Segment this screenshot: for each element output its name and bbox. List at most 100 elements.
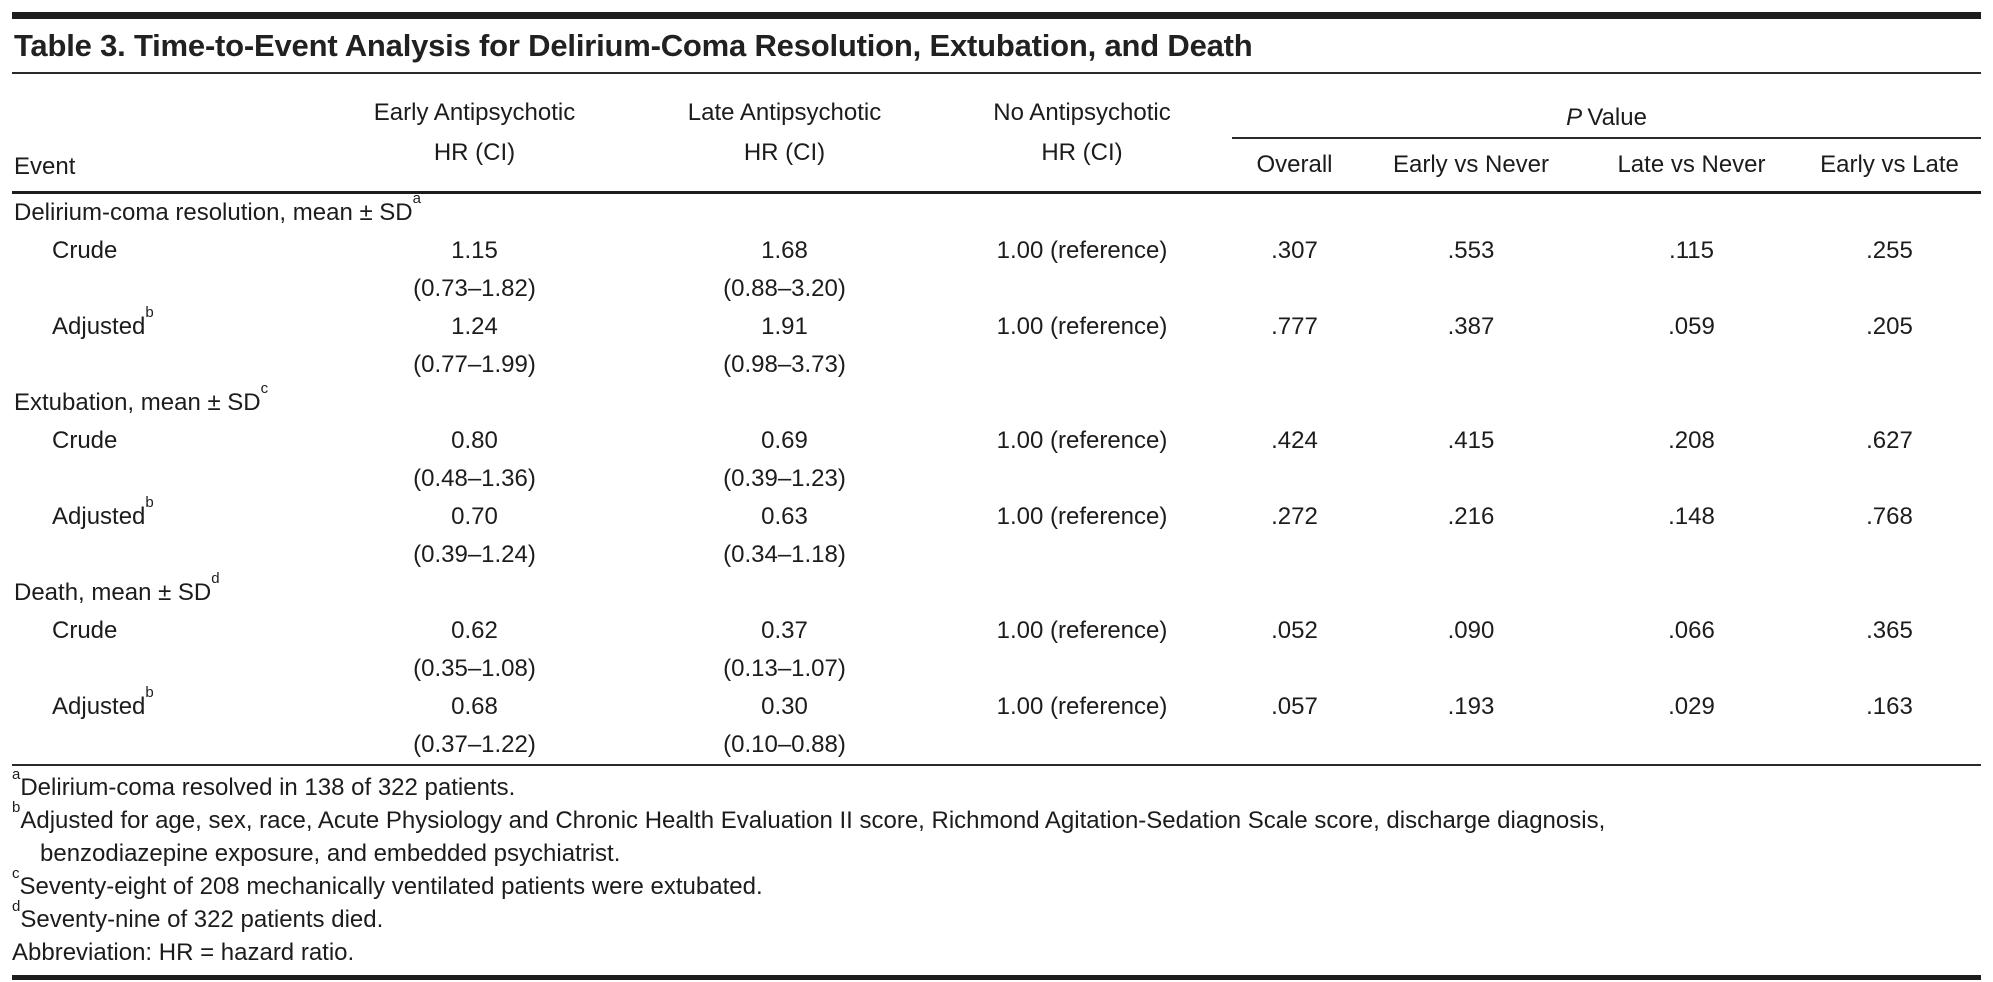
table-row-ci: (0.73–1.82) (0.88–3.20) (12, 270, 1981, 308)
footnote-b-line1: bAdjusted for age, sex, race, Acute Phys… (12, 800, 1981, 837)
abbreviation-note: Abbreviation: HR = hazard ratio. (12, 939, 355, 966)
p-late-vs-never: .148 (1668, 503, 1715, 530)
p-late-vs-never: .208 (1668, 427, 1715, 454)
table-body: Delirium-coma resolution, mean ± SDa Cru… (12, 189, 1981, 765)
ci-empty (1232, 346, 1981, 384)
footnote-marker: d (12, 898, 21, 916)
hr-early: 0.68 (451, 693, 498, 720)
section-label-text: Delirium-coma resolution, mean ± SD (14, 199, 413, 226)
table-row-ci: (0.77–1.99) (0.98–3.73) (12, 346, 1981, 384)
col-header-overall: Overall (1232, 138, 1357, 194)
ci-no (932, 650, 1232, 688)
row-label: Adjustedb (12, 305, 312, 346)
hr-early: 0.70 (451, 503, 498, 530)
row-label: Crude (12, 612, 312, 650)
section-label: Extubation, mean ± SDc (12, 381, 1981, 422)
ci-spacer (12, 346, 312, 384)
ci-empty (1232, 270, 1981, 308)
hr-late: 0.30 (761, 693, 808, 720)
p-early-vs-late: .768 (1866, 503, 1913, 530)
footnote-text: Seventy-eight of 208 mechanically ventil… (19, 873, 763, 900)
row-footnote-marker: b (145, 493, 154, 511)
section-label: Death, mean ± SDd (12, 571, 1981, 612)
table-row-adjusted: Adjustedb 1.24 1.91 1.00 (reference) .77… (12, 305, 1981, 346)
table-header: Event Early Antipsychotic HR (CI) Late A… (12, 74, 1982, 194)
footnote-marker: c (12, 865, 20, 883)
ci-late: (0.10–0.88) (723, 731, 846, 758)
p-early-vs-never: .193 (1447, 693, 1495, 720)
hr-early: 0.62 (451, 617, 498, 644)
footnote-d: dSeventy-nine of 322 patients died. (12, 899, 1981, 936)
footnotes: aDelirium-coma resolved in 138 of 322 pa… (12, 766, 1981, 969)
ci-no (932, 270, 1232, 308)
col-header-late-antipsychotic: Late Antipsychotic HR (CI) (637, 74, 932, 194)
hr-no: 1.00 (reference) (996, 617, 1168, 644)
hr-no: 1.00 (reference) (996, 503, 1168, 530)
bottom-rule (12, 975, 1981, 980)
section-row-delirium: Delirium-coma resolution, mean ± SDa (12, 189, 1981, 233)
p-late-vs-never: .059 (1668, 313, 1715, 340)
p-late-vs-never: .066 (1668, 617, 1715, 644)
p-late-vs-never: .029 (1668, 693, 1715, 720)
ci-spacer (12, 650, 312, 688)
col-header-early-vs-late: Early vs Late (1798, 138, 1982, 194)
hr-early: 1.24 (451, 313, 498, 340)
row-footnote-marker: b (145, 683, 154, 701)
footnote-marker: a (12, 766, 21, 784)
hr-no: 1.00 (reference) (996, 237, 1168, 264)
p-early-vs-never: .216 (1447, 503, 1495, 530)
table-row-adjusted: Adjustedb 0.70 0.63 1.00 (reference) .27… (12, 495, 1981, 536)
p-overall: .057 (1271, 693, 1318, 720)
p-early-vs-late: .365 (1866, 617, 1913, 644)
col-header-early-line1: Early Antipsychotic (373, 98, 576, 126)
section-row-extubation: Extubation, mean ± SDc (12, 381, 1981, 422)
p-early-vs-never: .553 (1447, 237, 1495, 264)
ci-no (932, 726, 1232, 764)
p-overall: .307 (1271, 237, 1318, 264)
section-row-death: Death, mean ± SDd (12, 571, 1981, 612)
table-row-ci: (0.39–1.24) (0.34–1.18) (12, 536, 1981, 574)
section-label-text: Death, mean ± SD (14, 579, 212, 606)
col-header-late-line2: HR (CI) (743, 138, 826, 166)
hr-early: 0.80 (451, 427, 498, 454)
col-header-no-line1: No Antipsychotic (993, 98, 1171, 126)
p-overall: .424 (1271, 427, 1318, 454)
ci-empty (1232, 726, 1981, 764)
p-late-vs-never: .115 (1669, 237, 1714, 264)
ci-early: (0.73–1.82) (413, 275, 536, 302)
footnote-marker: b (12, 799, 21, 817)
p-overall: .272 (1271, 503, 1318, 530)
col-header-early-vs-never: Early vs Never (1357, 138, 1585, 194)
footnote-rule (12, 764, 1981, 766)
table-row-ci: (0.48–1.36) (0.39–1.23) (12, 460, 1981, 498)
section-footnote-marker: c (260, 379, 269, 397)
row-footnote-marker: b (145, 303, 154, 321)
table-row-crude: Crude 0.80 0.69 1.00 (reference) .424 .4… (12, 422, 1981, 460)
section-footnote-marker: a (412, 189, 421, 207)
row-label-text: Crude (52, 237, 118, 264)
ci-early: (0.35–1.08) (413, 655, 536, 682)
table-row-adjusted: Adjustedb 0.68 0.30 1.00 (reference) .05… (12, 685, 1981, 726)
table-row-crude: Crude 0.62 0.37 1.00 (reference) .052 .0… (12, 612, 1981, 650)
p-early-vs-late: .255 (1866, 237, 1913, 264)
footnote-text: Seventy-nine of 322 patients died. (20, 906, 384, 933)
ci-no (932, 536, 1232, 574)
footnote-b-line2: benzodiazepine exposure, and embedded ps… (40, 840, 621, 867)
ci-spacer (12, 460, 312, 498)
row-label: Crude (12, 422, 312, 460)
hr-no: 1.00 (reference) (996, 427, 1168, 454)
ci-early: (0.77–1.99) (413, 351, 536, 378)
ci-empty (1232, 536, 1981, 574)
col-header-late-line1: Late Antipsychotic (687, 98, 882, 126)
title-rule (12, 72, 1981, 74)
row-label-text: Crude (52, 427, 118, 454)
hr-no: 1.00 (reference) (996, 313, 1168, 340)
p-value-rest: Value (1587, 104, 1647, 131)
hr-late: 0.63 (761, 503, 808, 530)
ci-late: (0.88–3.20) (723, 275, 846, 302)
ci-late: (0.34–1.18) (723, 541, 846, 568)
ci-spacer (12, 536, 312, 574)
p-early-vs-late: .627 (1866, 427, 1913, 454)
row-label-text: Adjusted (52, 313, 146, 340)
